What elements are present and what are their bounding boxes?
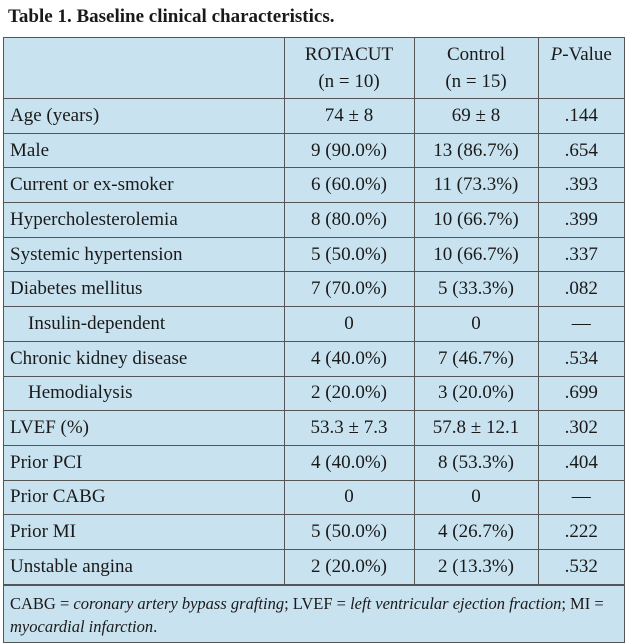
cell: 2 (13.3%) — [413, 548, 539, 585]
footnote-text: . — [153, 616, 158, 636]
cell: .699 — [537, 375, 624, 412]
cell: 10 (66.7%) — [413, 236, 539, 273]
cell: 11 (73.3%) — [413, 167, 539, 204]
footnote-text: ; LVEF = — [284, 593, 351, 613]
table-row: Age (years) 74 ± 8 69 ± 8.144 — [4, 98, 624, 134]
footnote-text: myocardial infarction — [10, 616, 154, 636]
cell: 0 — [283, 306, 415, 342]
row-label: Prior PCI — [4, 444, 285, 481]
table-row: Insulin-dependent 0 0— — [4, 306, 624, 342]
cell: .532 — [537, 548, 624, 585]
cell: .337 — [537, 236, 624, 273]
row-label: Unstable angina — [4, 548, 285, 585]
cell: 3 (20.0%) — [413, 375, 539, 412]
row-label: Prior CABG — [4, 479, 285, 516]
table-row: Current or ex-smoker 6 (60.0%) 11 (73.3%).… — [4, 167, 624, 204]
table-title: Table 1. Baseline clinical characteristi… — [8, 6, 335, 27]
cell: 0 — [413, 479, 539, 516]
table-row: Hypercholesterolemia 8 (80.0%) 10 (66.7%).… — [4, 202, 624, 238]
table-row: Male 9 (90.0%) 13 (86.7%) .654 — [4, 132, 624, 169]
footnote-text: ; MI = — [561, 593, 604, 613]
row-label: Male — [4, 132, 285, 169]
cell: 10 (66.7%) — [413, 202, 539, 238]
table-body: Age (years) 74 ± 8 69 ± 8.144 Male 9 (90.0%)… — [4, 98, 624, 585]
cell: 4 (40.0%) — [283, 444, 415, 481]
cell: 0 — [413, 306, 539, 342]
footnote-text: CABG = — [10, 593, 74, 613]
cell: 7 (70.0%) — [283, 271, 415, 308]
table: ROTACUT (n = 10) Control (n = 15) P-Value … — [4, 38, 624, 585]
cell: .404 — [537, 444, 624, 481]
row-label: Age (years) — [4, 98, 285, 134]
column-n: (n = 15) — [445, 71, 507, 92]
cell: 7 (46.7%) — [413, 340, 539, 377]
table-row: Unstable angina 2 (20.0%) 2 (13.3%) .532 — [4, 548, 624, 585]
cell: 74 ± 8 — [283, 98, 415, 134]
cell: 9 (90.0%) — [283, 132, 415, 169]
footnote-text: coronary artery bypass grafting — [73, 593, 285, 613]
table-row: Hemodialysis 2 (20.0%) 3 (20.0%) .699 — [4, 375, 624, 412]
cell: .534 — [537, 340, 624, 377]
table-row: Chronic kidney disease 4 (40.0%) 7 (46.7%)… — [4, 340, 624, 377]
cell: 69 ± 8 — [413, 98, 539, 134]
row-label: Systemic hypertension — [4, 236, 285, 273]
column-n: (n = 10) — [318, 71, 380, 92]
row-label: Chronic kidney disease — [4, 340, 285, 377]
cell: — — [537, 479, 624, 516]
row-label: Diabetes mellitus — [4, 271, 285, 308]
cell: — — [537, 306, 624, 342]
header-cell: Control (n = 15) — [413, 38, 539, 99]
row-label: Hemodialysis — [4, 375, 285, 412]
table-row: Prior PCI 4 (40.0%) 8 (53.3%) .404 — [4, 444, 624, 481]
row-label: LVEF (%) — [4, 410, 285, 446]
cell: 2 (20.0%) — [283, 548, 415, 585]
table-row: Prior CABG 0 0— — [4, 479, 624, 516]
cell: .222 — [537, 514, 624, 550]
cell: 4 (40.0%) — [283, 340, 415, 377]
cell: .082 — [537, 271, 624, 308]
cell: .393 — [537, 167, 624, 204]
column-name: ROTACUT — [304, 44, 394, 65]
header-cell — [4, 38, 285, 99]
row-label: Insulin-dependent — [4, 306, 285, 342]
cell: 5 (33.3%) — [413, 271, 539, 308]
table-row: Diabetes mellitus 7 (70.0%) 5 (33.3%) .082 — [4, 271, 624, 308]
table-row: LVEF (%) 53.3 ± 7.3 57.8 ± 12.1.302 — [4, 410, 624, 446]
footnote: CABG = coronary artery bypass grafting; … — [4, 584, 624, 642]
cell: .399 — [537, 202, 624, 238]
table-row: Prior MI 5 (50.0%) 4 (26.7%) .222 — [4, 514, 624, 550]
row-label: Prior MI — [4, 514, 285, 550]
row-label: Hypercholesterolemia — [4, 202, 285, 238]
cell: 4 (26.7%) — [413, 514, 539, 550]
row-label: Current or ex-smoker — [4, 167, 285, 204]
cell: 8 (80.0%) — [283, 202, 415, 238]
p-letter: P — [550, 44, 563, 65]
cell: 6 (60.0%) — [283, 167, 415, 204]
cell: 13 (86.7%) — [413, 132, 539, 169]
cell: .144 — [537, 98, 624, 134]
cell: 5 (50.0%) — [283, 514, 415, 550]
column-name: Control — [446, 44, 506, 65]
header-row: ROTACUT (n = 10) Control (n = 15) P-Value — [4, 38, 624, 99]
header-cell: ROTACUT (n = 10) — [283, 38, 415, 99]
cell: 2 (20.0%) — [283, 375, 415, 412]
header-cell: P-Value — [537, 38, 624, 99]
table-row: Systemic hypertension 5 (50.0%) 10 (66.7%)… — [4, 236, 624, 273]
p-label: -Value — [562, 44, 612, 65]
cell: 5 (50.0%) — [283, 236, 415, 273]
footnote-text: left ventricular ejection fraction — [350, 593, 562, 613]
cell: 57.8 ± 12.1 — [413, 410, 539, 446]
cell: .654 — [537, 132, 624, 169]
cell: .302 — [537, 410, 624, 446]
cell: 0 — [283, 479, 415, 516]
cell: 8 (53.3%) — [413, 444, 539, 481]
cell: 53.3 ± 7.3 — [283, 410, 415, 446]
table-box: ROTACUT (n = 10) Control (n = 15) P-Value … — [3, 37, 625, 643]
